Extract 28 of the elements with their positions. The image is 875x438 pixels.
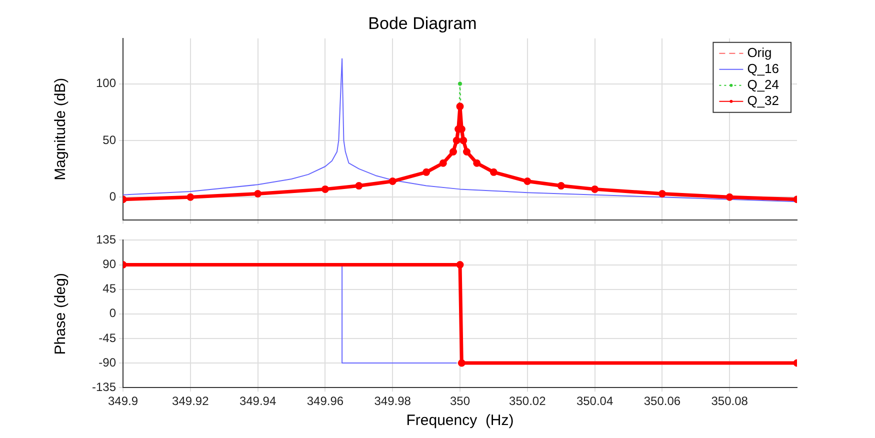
y-axis-title: Magnitude (dB) xyxy=(52,78,70,180)
x-tick-label: 349.92 xyxy=(172,394,210,408)
x-tick-label: 350.08 xyxy=(711,394,748,408)
legend-label: Orig xyxy=(747,44,772,60)
y-tick-label: -45 xyxy=(98,330,116,345)
x-tick-label: 350 xyxy=(450,394,470,408)
legend-label: Q_16 xyxy=(747,60,780,76)
legend-label: Q_32 xyxy=(747,92,780,108)
x-tick-label: 349.9 xyxy=(108,394,138,408)
y-axis-title: Phase (deg) xyxy=(52,273,70,355)
y-tick-label: -135 xyxy=(92,380,116,394)
x-tick-label: 349.96 xyxy=(306,394,344,408)
y-tick-label: 135 xyxy=(96,232,116,247)
x-axis-title: Frequency (Hz) xyxy=(406,412,514,430)
y-tick-label: 90 xyxy=(102,257,116,272)
y-tick-label: 0 xyxy=(109,189,116,204)
x-tick-label: 350.02 xyxy=(509,394,546,408)
x-tick-label: 349.94 xyxy=(239,394,276,408)
y-tick-label: 45 xyxy=(102,282,116,296)
x-tick-label: 350.04 xyxy=(576,394,614,408)
x-tick-label: 349.98 xyxy=(374,394,412,408)
legend-label: Q_24 xyxy=(747,76,780,92)
y-tick-label: 50 xyxy=(102,132,116,147)
x-tick-label: 350.06 xyxy=(644,394,681,408)
y-tick-label: 0 xyxy=(109,306,116,320)
chart-title: Bode Diagram xyxy=(368,14,477,33)
y-tick-label: 100 xyxy=(96,76,116,90)
y-tick-label: -90 xyxy=(98,355,116,370)
